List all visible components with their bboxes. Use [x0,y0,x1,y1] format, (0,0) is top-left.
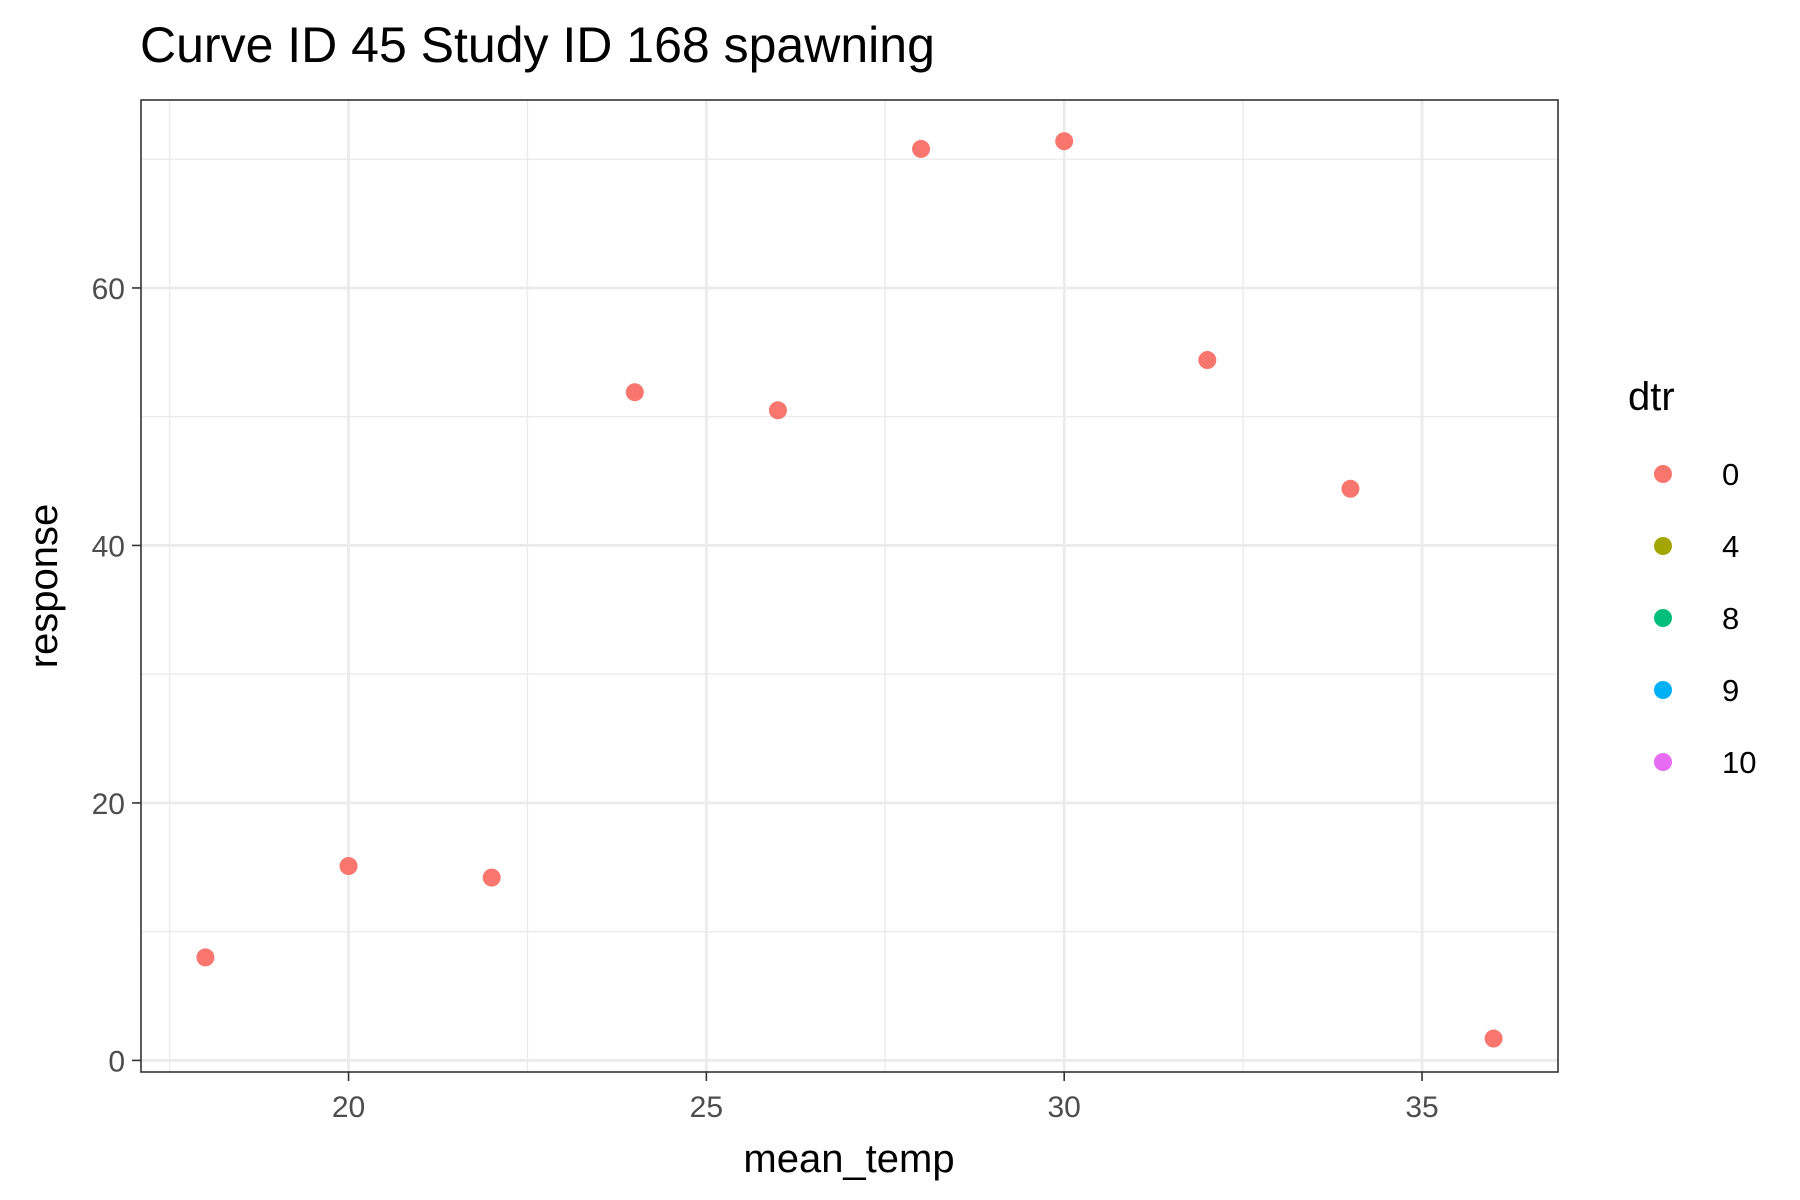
x-tick-label: 30 [1048,1091,1081,1124]
legend-label: 8 [1722,601,1739,636]
x-tick-label: 20 [332,1091,365,1124]
legend: dtr 0 4 8 9 10 [1628,375,1756,780]
data-points [196,132,1503,1048]
legend-label: 0 [1722,457,1739,492]
data-point [912,139,931,158]
y-tick-label: 60 [92,273,125,306]
minor-gridlines [141,100,1558,1072]
legend-title: dtr [1628,375,1675,419]
y-tick-label: 0 [108,1045,125,1078]
legend-key-dot [1654,753,1672,771]
legend-key-dot [1654,537,1672,555]
legend-key-dot [1654,465,1672,483]
y-axis-title: response [22,504,66,669]
legend-label: 4 [1722,529,1739,564]
data-point [339,857,358,876]
x-tick-label: 25 [690,1091,723,1124]
legend-entries: 0 4 8 9 10 [1654,457,1756,780]
legend-label: 9 [1722,673,1739,708]
x-axis-title: mean_temp [743,1137,954,1181]
data-point [482,868,501,887]
x-axis: 20 25 30 35 [332,1072,1439,1124]
data-point [1055,132,1074,151]
plot-border [140,99,1559,1073]
plot-panel [140,99,1559,1073]
data-point [768,401,787,420]
y-axis: 0 20 40 60 [92,273,141,1078]
legend-key-dot [1654,609,1672,627]
data-point [625,383,644,402]
data-point [1484,1029,1503,1048]
y-tick-label: 20 [92,788,125,821]
y-tick-label: 40 [92,530,125,563]
data-point [196,948,215,967]
x-tick-label: 35 [1405,1091,1438,1124]
plot-background [141,100,1558,1072]
data-point [1341,479,1360,498]
chart-title: Curve ID 45 Study ID 168 spawning [140,17,935,73]
legend-key-dot [1654,681,1672,699]
major-gridlines [141,100,1558,1072]
data-point [1198,351,1217,370]
legend-label: 10 [1722,745,1756,780]
